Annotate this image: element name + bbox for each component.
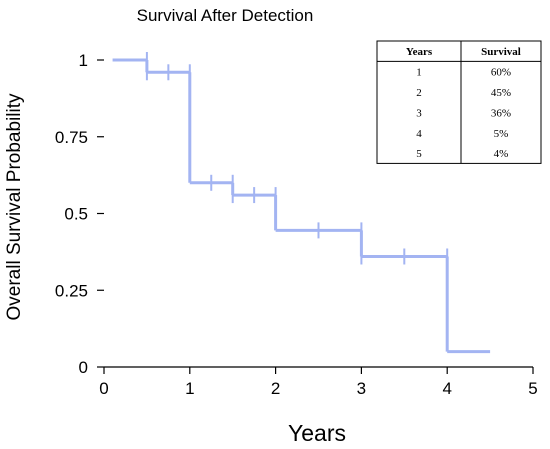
x-tick-label: 3	[357, 379, 366, 398]
table-cell: 2	[416, 87, 422, 99]
censor-marks	[145, 52, 449, 265]
x-tick-label: 1	[185, 379, 194, 398]
x-tick-label: 4	[442, 379, 451, 398]
x-tick-label: 5	[528, 379, 537, 398]
x-axis-ticks: 0 1 2 3 4 5	[99, 367, 538, 398]
chart-title: Survival After Detection	[137, 6, 314, 25]
table-cell: 45%	[491, 87, 511, 99]
y-tick-label: 1	[79, 51, 88, 70]
table-cell: 4	[416, 128, 422, 140]
table-header-cell: Survival	[481, 46, 521, 58]
table-border	[376, 40, 542, 164]
x-tick-label: 2	[271, 379, 280, 398]
y-tick-label: 0.25	[55, 281, 88, 300]
table-cell: 5	[416, 148, 422, 160]
y-tick-label: 0	[79, 358, 88, 377]
y-tick-label: 0.5	[64, 205, 88, 224]
table-cell: 3	[416, 107, 422, 119]
table-cell: 1	[416, 67, 422, 79]
y-tick-label: 0.75	[55, 128, 88, 147]
y-axis-label: Overall Survival Probability	[4, 93, 25, 321]
table-cell: 36%	[491, 107, 511, 119]
table-cell: 60%	[491, 67, 511, 79]
x-axis-label: Years	[288, 420, 346, 446]
y-axis-ticks: 0 0.25 0.5 0.75 1	[55, 51, 104, 377]
x-tick-label: 0	[99, 379, 108, 398]
table-cell: 5%	[494, 128, 509, 140]
table-header-cell: Years	[406, 46, 433, 58]
table-cell: 4%	[494, 148, 509, 160]
